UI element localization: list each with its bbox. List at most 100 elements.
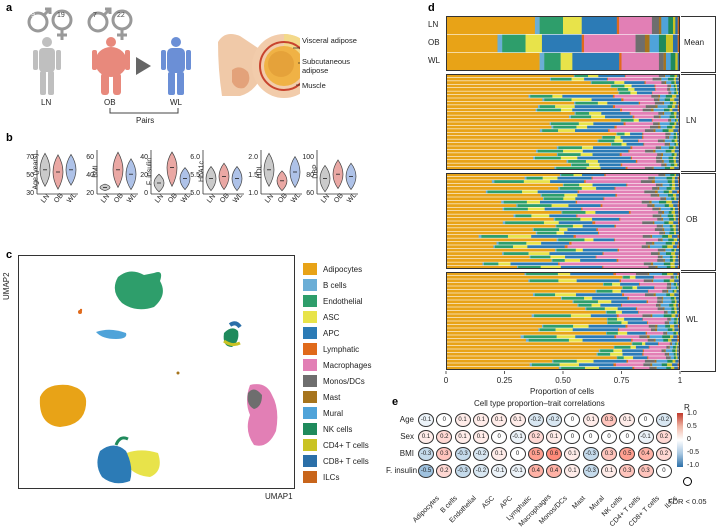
bar-segment bbox=[623, 353, 643, 356]
bar-segment bbox=[621, 279, 644, 282]
bar-segment bbox=[670, 256, 673, 259]
bar-segment bbox=[673, 102, 677, 105]
bar-segment bbox=[576, 126, 587, 129]
bar-segment bbox=[592, 221, 595, 224]
bar-segment bbox=[552, 204, 569, 207]
trait-tick-label: 50 bbox=[20, 172, 34, 179]
bar-segment bbox=[579, 363, 614, 366]
cluster-mast bbox=[177, 372, 180, 375]
group-label-wl: WL bbox=[170, 98, 182, 107]
trait-tick-label: 5.0 bbox=[186, 190, 200, 197]
bar-segment bbox=[617, 16, 620, 34]
bar-segment bbox=[604, 283, 613, 286]
bar-segment bbox=[567, 228, 596, 231]
bar-segment bbox=[676, 353, 677, 356]
bar-segment bbox=[666, 346, 668, 349]
bar-segment bbox=[484, 262, 499, 265]
bar-segment bbox=[674, 153, 677, 156]
corr-cell: -0.1 bbox=[510, 430, 526, 444]
bar-segment bbox=[674, 290, 677, 293]
bar-segment bbox=[579, 304, 592, 307]
bar-segment bbox=[637, 286, 654, 289]
bar-segment bbox=[528, 279, 529, 282]
bar-segment bbox=[446, 335, 521, 338]
bar-segment bbox=[575, 105, 613, 108]
bar-segment bbox=[530, 95, 552, 98]
bar-segment bbox=[661, 146, 669, 149]
colorbar-tick: 0 bbox=[687, 436, 691, 443]
corr-cell: 0.1 bbox=[473, 413, 489, 427]
bar-segment bbox=[511, 262, 559, 265]
bar-segment bbox=[628, 88, 634, 91]
bar-segment bbox=[618, 249, 620, 252]
bar-segment bbox=[673, 35, 678, 53]
corr-cell: 0.2 bbox=[436, 430, 452, 444]
bar-segment bbox=[675, 187, 679, 190]
corr-row-label: Age bbox=[386, 415, 414, 424]
bar-segment bbox=[655, 102, 663, 105]
bar-segment bbox=[665, 249, 671, 252]
bar-segment bbox=[446, 150, 536, 153]
bar-segment bbox=[617, 314, 619, 317]
bar-segment bbox=[618, 328, 619, 331]
bar-segment bbox=[446, 105, 538, 108]
bar-segment bbox=[526, 35, 543, 53]
bar-segment bbox=[542, 35, 582, 53]
group-label-ln: LN bbox=[41, 98, 51, 107]
bar-segment bbox=[655, 190, 658, 193]
bar-segment bbox=[598, 232, 599, 235]
umap-plot bbox=[18, 255, 295, 489]
corr-cell: 0.6 bbox=[546, 447, 562, 461]
bar-segment bbox=[675, 349, 677, 352]
legend-item: Monos/DCs bbox=[303, 374, 365, 388]
bar-segment bbox=[558, 262, 560, 265]
bar-segment bbox=[664, 259, 665, 262]
bar-segment bbox=[540, 129, 543, 132]
x-tick-label: 0 bbox=[438, 376, 454, 385]
bar-segment bbox=[446, 211, 562, 214]
bar-segment bbox=[669, 136, 674, 139]
bar-segment bbox=[672, 187, 676, 190]
bar-segment bbox=[652, 91, 668, 94]
corr-cell: -0.3 bbox=[455, 447, 471, 461]
umap2-axis-label: UMAP2 bbox=[2, 272, 11, 300]
bar-segment bbox=[529, 339, 569, 342]
bar-segment bbox=[574, 102, 576, 105]
bar-segment bbox=[446, 143, 611, 146]
bar-segment bbox=[593, 177, 649, 180]
bar-segment bbox=[621, 119, 634, 122]
bar-segment bbox=[585, 307, 586, 310]
bar-segment bbox=[674, 307, 677, 310]
bar-segment bbox=[624, 293, 645, 296]
ob-female-count: 22 bbox=[117, 12, 125, 19]
bar-segment bbox=[653, 78, 661, 81]
bar-segment bbox=[598, 102, 608, 105]
legend-label: Mast bbox=[323, 393, 340, 402]
bar-segment bbox=[676, 115, 679, 118]
bar-segment bbox=[550, 256, 565, 259]
bar-segment bbox=[575, 102, 598, 105]
bar-segment bbox=[623, 139, 638, 142]
bar-segment bbox=[677, 307, 679, 310]
bar-segment bbox=[663, 332, 666, 335]
bar-segment bbox=[587, 126, 614, 129]
bar-segment bbox=[657, 225, 663, 228]
bar-segment bbox=[666, 293, 670, 296]
bar-segment bbox=[562, 211, 585, 214]
bar-segment bbox=[658, 95, 660, 98]
corr-cell: -0.1 bbox=[418, 413, 434, 427]
bar-segment bbox=[659, 342, 670, 345]
bar-segment bbox=[583, 249, 618, 252]
bar-segment bbox=[569, 242, 572, 245]
bar-segment bbox=[667, 360, 672, 363]
bar-segment bbox=[668, 290, 673, 293]
bar-segment bbox=[563, 16, 582, 34]
bar-segment bbox=[670, 293, 675, 296]
bar-segment bbox=[611, 300, 647, 303]
bar-segment bbox=[446, 177, 525, 180]
bar-segment bbox=[671, 311, 675, 314]
bar-segment bbox=[676, 214, 679, 217]
bar-segment bbox=[446, 102, 574, 105]
legend-label: Lymphatic bbox=[323, 345, 359, 354]
bar-segment bbox=[669, 146, 674, 149]
